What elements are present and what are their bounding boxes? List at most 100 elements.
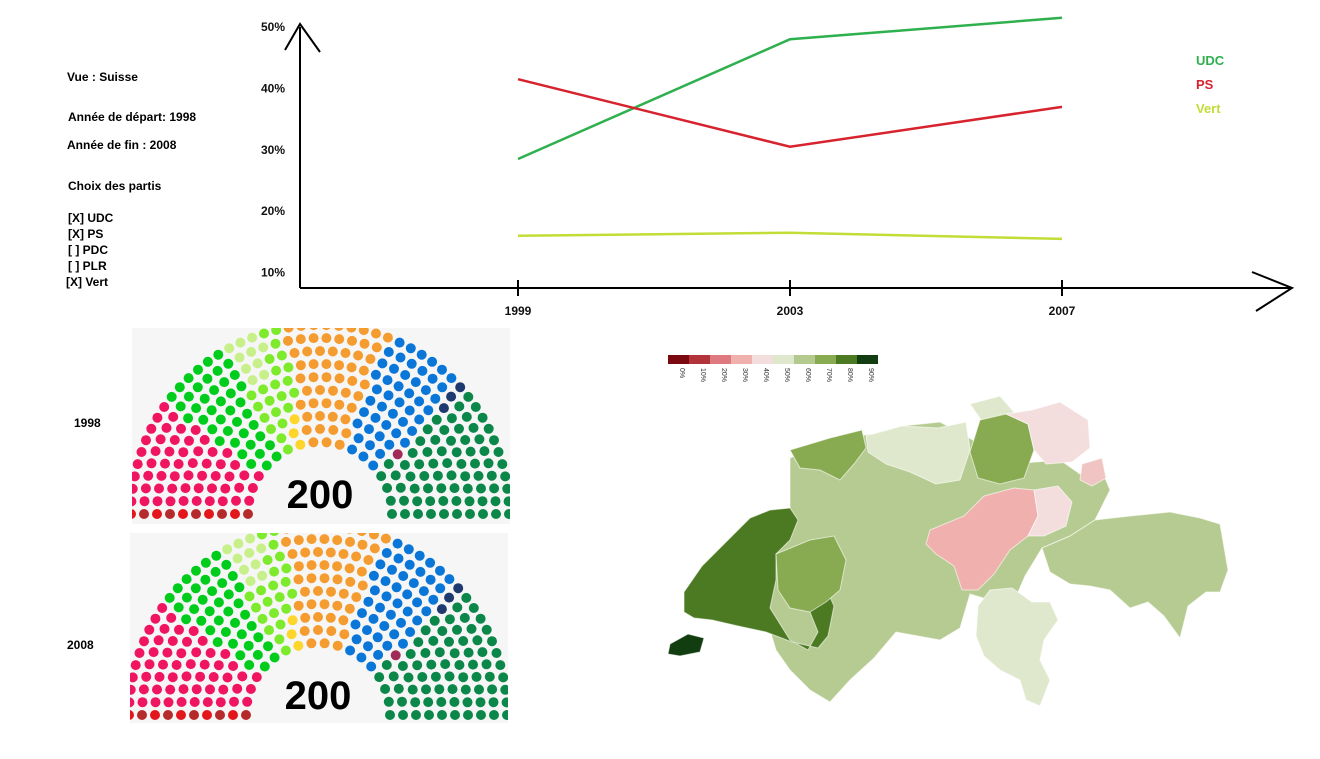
seat-dot <box>178 496 189 506</box>
seat-dot <box>244 591 255 602</box>
seat-dot <box>258 384 269 395</box>
seat-dot <box>228 638 238 649</box>
seat-dot <box>228 710 238 720</box>
y-tick-label: 20% <box>261 204 285 218</box>
seat-dot <box>204 496 215 507</box>
seat-dot <box>164 592 175 603</box>
seat-dot <box>436 697 447 707</box>
seat-dot <box>357 539 368 550</box>
seat-dot <box>270 379 281 390</box>
seat-dot <box>248 420 259 430</box>
seat-dot <box>166 391 177 402</box>
seat-dot <box>321 372 332 383</box>
seat-dot <box>353 433 364 444</box>
party-checkbox-vert[interactable]: [X] Vert <box>66 275 108 289</box>
seat-dot <box>282 444 293 455</box>
seat-dot <box>332 561 343 572</box>
seat-dot <box>182 636 192 647</box>
party-checkbox-ps[interactable]: [X] PS <box>68 227 103 241</box>
seat-dot <box>402 606 413 617</box>
seat-dot <box>191 509 201 519</box>
seat-dot <box>302 385 312 396</box>
checkbox-mark: [X] <box>68 227 84 241</box>
seat-dot <box>368 460 379 471</box>
seat-dot <box>274 592 285 603</box>
seat-dot <box>478 509 488 519</box>
seat-dot <box>461 592 472 603</box>
seat-dot <box>269 566 280 577</box>
seat-dot <box>150 613 161 624</box>
seat-dot <box>395 482 406 493</box>
seat-dot <box>420 648 431 658</box>
seat-dot <box>489 483 500 494</box>
start-year-label[interactable]: Année de départ: 1998 <box>68 110 197 124</box>
seat-dot <box>161 422 172 433</box>
seat-dot <box>417 365 428 376</box>
seat-dot <box>369 529 379 540</box>
legend-swatch <box>752 355 773 364</box>
seat-dot <box>240 609 251 620</box>
seat-dot <box>369 543 380 554</box>
seat-dot <box>346 322 357 333</box>
seat-dot <box>232 683 243 694</box>
seat-dot <box>341 428 352 439</box>
seat-dot <box>189 710 199 720</box>
seat-dot <box>439 425 450 435</box>
party-checkbox-plr[interactable]: [ ] PLR <box>68 259 107 273</box>
seat-dot <box>162 647 173 658</box>
seat-dot <box>338 615 349 626</box>
end-year-label[interactable]: Année de fin : 2008 <box>67 138 177 152</box>
seat-dot <box>283 362 294 373</box>
seat-dot <box>126 496 137 507</box>
seat-dot <box>454 660 465 670</box>
seat-dot <box>498 672 509 683</box>
seat-dot <box>419 471 430 481</box>
year-label-2008: 2008 <box>67 638 94 652</box>
seat-dot <box>414 414 425 425</box>
seat-dot <box>245 576 256 587</box>
seat-dot <box>225 388 236 399</box>
region-fribourg <box>775 535 847 613</box>
seat-dot <box>484 671 495 682</box>
seat-dot <box>371 342 382 353</box>
seat-dot <box>245 684 256 694</box>
seat-dot <box>271 365 282 376</box>
seat-dot <box>213 349 224 360</box>
seat-dot <box>356 526 367 537</box>
seat-dot <box>146 423 157 434</box>
seat-dot <box>313 625 323 635</box>
seat-dot <box>166 612 177 623</box>
seat-dot <box>347 375 358 386</box>
seat-dot <box>430 671 441 682</box>
seat-dot <box>460 471 471 482</box>
seat-dot <box>137 697 148 708</box>
seat-dot <box>452 602 463 613</box>
seat-dot <box>426 509 436 519</box>
seat-dot <box>491 648 502 658</box>
party-checkbox-udc[interactable]: [X] UDC <box>68 211 113 225</box>
legend-swatch <box>668 355 689 364</box>
party-checkbox-pdc[interactable]: [ ] PDC <box>68 243 108 257</box>
y-axis-arrowhead <box>284 22 321 53</box>
view-label[interactable]: Vue : Suisse <box>67 70 138 84</box>
seat-dot <box>308 333 319 344</box>
seat-dot <box>259 412 270 423</box>
seat-dot <box>251 602 261 613</box>
seat-dot <box>372 632 383 643</box>
seat-dot <box>220 649 231 659</box>
seat-dot <box>287 549 298 559</box>
seat-dot <box>197 635 208 646</box>
seat-dot <box>190 583 201 594</box>
seat-dot <box>213 597 224 608</box>
x-axis-arrowhead <box>1251 271 1295 312</box>
seat-dot <box>262 596 273 607</box>
seat-dot <box>463 391 474 402</box>
seat-dot <box>392 449 403 460</box>
seat-dot <box>184 435 194 446</box>
seat-dot <box>398 638 408 649</box>
seat-dot <box>172 583 183 594</box>
seat-dot <box>288 428 299 439</box>
seat-dot <box>165 684 176 695</box>
seat-dot <box>425 557 436 568</box>
seat-dot <box>392 538 403 549</box>
